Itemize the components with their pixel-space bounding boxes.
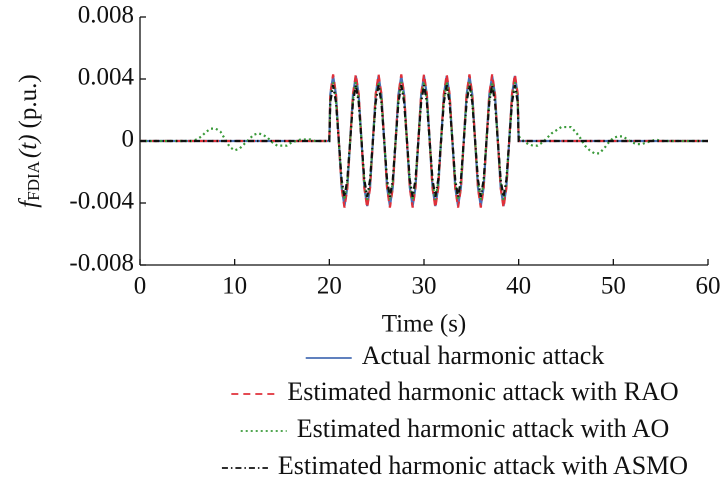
x-tick-label: 40: [506, 273, 531, 300]
legend-item: Estimated harmonic attack with AO: [240, 414, 670, 443]
legend-label: Estimated harmonic attack with RAO: [287, 377, 678, 406]
x-tick-label: 10: [222, 273, 247, 300]
y-tick-label: 0.008: [78, 2, 134, 29]
series-line: [140, 85, 708, 197]
legend: Actual harmonic attack Estimated harmonic…: [221, 341, 688, 480]
x-tick-label: 0: [134, 273, 147, 300]
y-axis-label: fFDIA (t) (p.u.): [15, 74, 43, 207]
y-label-symbol: f: [15, 198, 42, 208]
legend-item: Estimated harmonic attack with RAO: [231, 377, 679, 406]
y-label-argument: (t): [15, 134, 42, 158]
series-line: [140, 74, 708, 208]
legend-label: Actual harmonic attack: [362, 341, 605, 370]
x-tick-label: 50: [601, 273, 626, 300]
legend-item: Actual harmonic attack: [305, 341, 605, 370]
y-tick-label: -0.004: [69, 188, 134, 215]
x-tick-label: 30: [412, 273, 437, 300]
y-tick-label: 0.004: [78, 64, 135, 91]
legend-label: Estimated harmonic attack with ASMO: [278, 451, 688, 480]
x-tick-label: 20: [317, 273, 342, 300]
y-tick-label: 0: [122, 126, 135, 153]
x-axis-label: Time (s): [382, 311, 467, 338]
legend-item: Estimated harmonic attack with ASMO: [221, 451, 688, 480]
y-tick-label: -0.008: [69, 250, 134, 277]
y-label-subscript: FDIA: [24, 160, 43, 200]
x-tick-label: 60: [696, 273, 721, 300]
y-label-unit: (p.u.): [15, 74, 42, 128]
legend-label: Estimated harmonic attack with AO: [297, 414, 670, 443]
